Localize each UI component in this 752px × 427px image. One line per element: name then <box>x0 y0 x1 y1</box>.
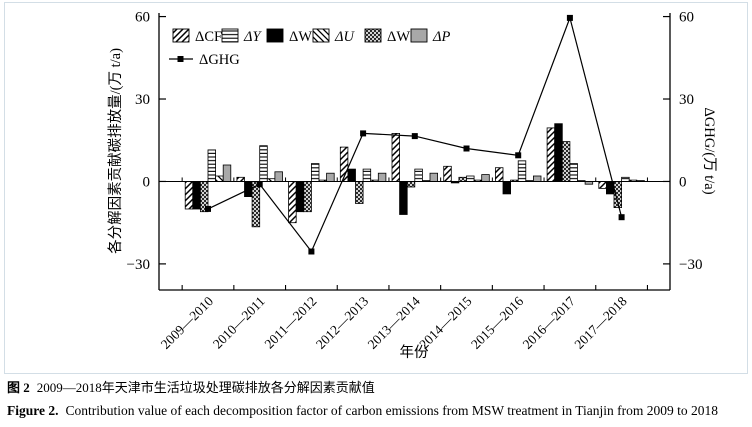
svg-text:−30: −30 <box>679 257 702 273</box>
svg-text:ΔGHG/(万 t/a): ΔGHG/(万 t/a) <box>701 107 717 194</box>
svg-text:30: 30 <box>135 92 150 108</box>
svg-text:60: 60 <box>135 10 150 26</box>
svg-text:2010—2011: 2010—2011 <box>210 294 268 352</box>
svg-text:ΔP: ΔP <box>432 29 451 45</box>
svg-text:ΔGHG: ΔGHG <box>199 52 240 68</box>
caption-en-text: Contribution value of each decomposition… <box>65 403 719 418</box>
svg-text:−30: −30 <box>127 257 150 273</box>
caption-en-prefix: Figure 2. <box>7 403 59 418</box>
svg-text:ΔY: ΔY <box>243 29 263 45</box>
svg-text:0: 0 <box>143 174 151 190</box>
svg-text:各分解因素贡献碳排放量/(万 t/a): 各分解因素贡献碳排放量/(万 t/a) <box>107 48 124 254</box>
caption-en: Figure 2. Contribution value of each deco… <box>7 403 747 420</box>
svg-text:30: 30 <box>679 92 694 108</box>
svg-text:2009—2010: 2009—2010 <box>158 293 217 352</box>
caption-zh: 图 2 2009—2018年天津市生活垃圾处理碳排放各分解因素贡献值 <box>7 380 747 396</box>
svg-text:2014—2015: 2014—2015 <box>416 293 475 352</box>
svg-text:2012—2013: 2012—2013 <box>313 293 372 352</box>
svg-text:60: 60 <box>679 10 694 26</box>
svg-text:2013—2014: 2013—2014 <box>365 293 424 352</box>
svg-text:ΔWI: ΔWI <box>387 29 415 45</box>
combination-chart: 60 30 0 −30 60 30 0 −30 2009—20102010—20112011—2… <box>107 10 717 361</box>
caption-zh-text: 2009—2018年天津市生活垃圾处理碳排放各分解因素贡献值 <box>36 380 375 395</box>
svg-text:ΔWS: ΔWS <box>289 29 320 45</box>
svg-text:ΔCF: ΔCF <box>195 29 222 45</box>
svg-text:0: 0 <box>679 174 687 190</box>
svg-text:2016—2017: 2016—2017 <box>520 293 579 352</box>
svg-text:2011—2012: 2011—2012 <box>262 294 320 352</box>
caption-zh-prefix: 图 2 <box>7 380 30 395</box>
svg-text:年份: 年份 <box>400 344 429 361</box>
svg-text:2017—2018: 2017—2018 <box>571 293 630 352</box>
svg-text:2015—2016: 2015—2016 <box>468 293 527 352</box>
figure-image: 60 30 0 −30 60 30 0 −30 2009—2010 2010—2011 2011—2… <box>4 2 748 374</box>
svg-text:ΔU: ΔU <box>334 29 356 45</box>
